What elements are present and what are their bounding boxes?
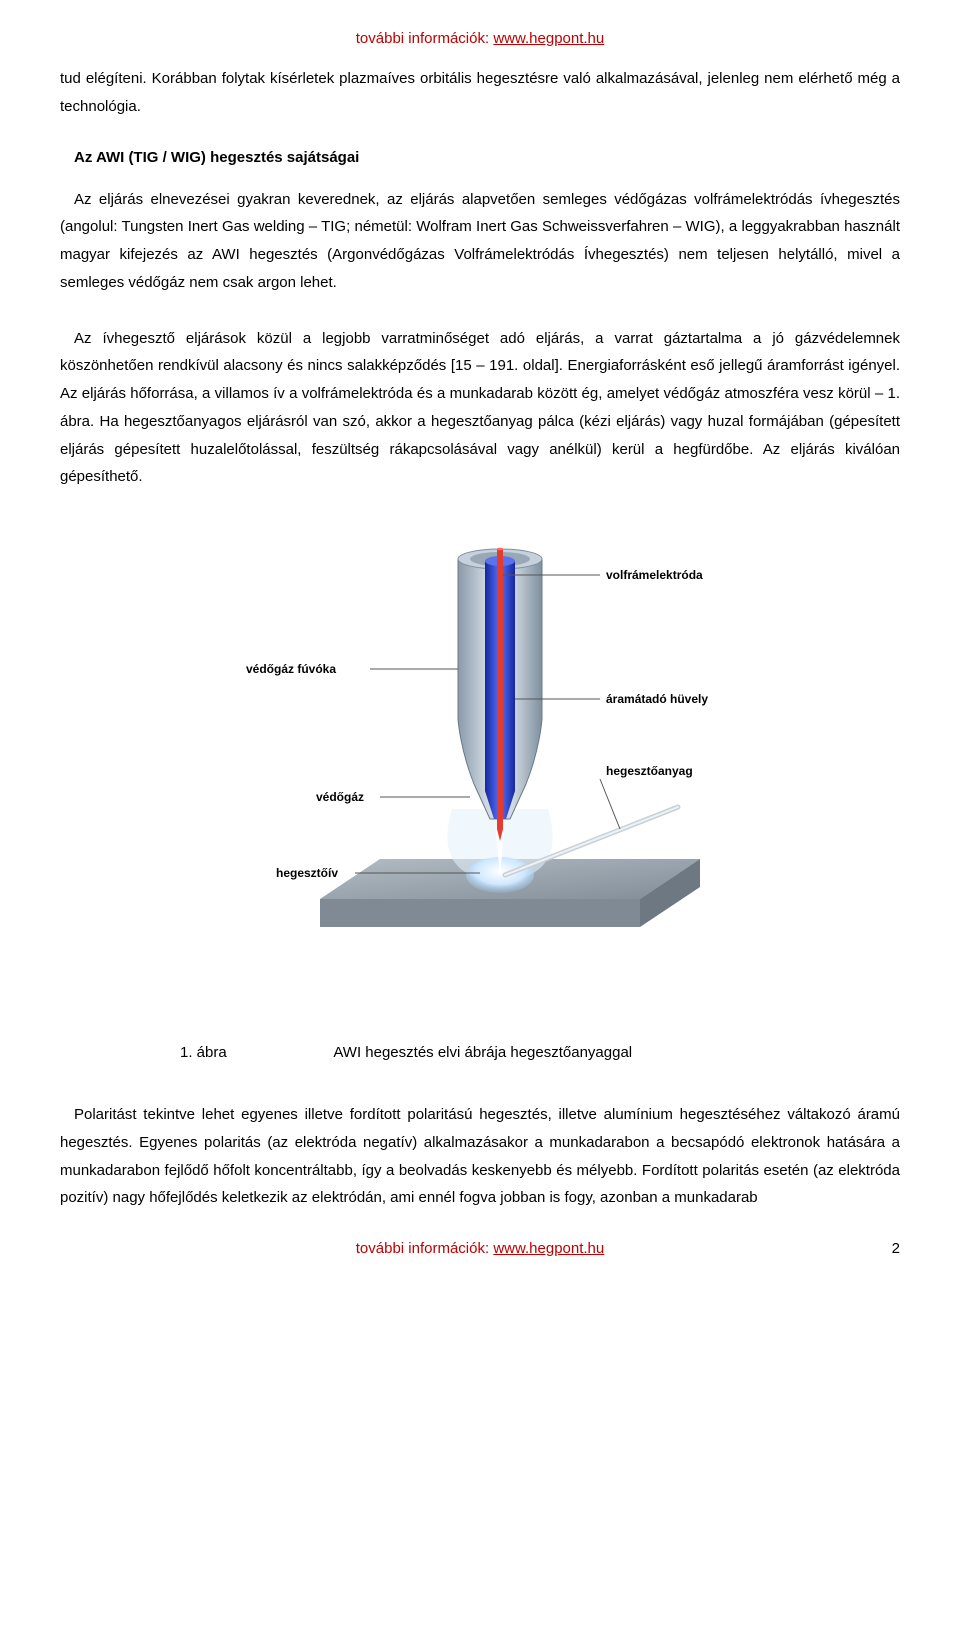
section-heading: Az AWI (TIG / WIG) hegesztés sajátságai <box>74 149 900 166</box>
caption-number: 1. ábra <box>180 1044 330 1061</box>
label-arc: hegesztőív <box>276 866 338 880</box>
paragraph-1: tud elégíteni. Korábban folytak kísérlet… <box>60 65 900 121</box>
caption-text: AWI hegesztés elvi ábrája hegesztőanyagg… <box>333 1044 632 1061</box>
header-link[interactable]: www.hegpont.hu <box>493 30 604 47</box>
label-electrode: volfrámelektróda <box>606 568 703 582</box>
label-filler: hegesztőanyag <box>606 764 693 778</box>
label-sleeve: áramátadó hüvely <box>606 692 708 706</box>
header-prefix: további információk: <box>356 30 494 47</box>
label-gas: védőgáz <box>316 790 364 804</box>
figure-caption: 1. ábra AWI hegesztés elvi ábrája hegesz… <box>180 1044 900 1061</box>
label-nozzle: védőgáz fúvóka <box>246 662 336 676</box>
footer: további információk: www.hegpont.hu 2 <box>60 1240 900 1257</box>
paragraph-3: Az ívhegesztő eljárások közül a legjobb … <box>60 325 900 492</box>
paragraph-2: Az eljárás elnevezései gyakran keveredne… <box>60 186 900 297</box>
document-page: további információk: www.hegpont.hu tud … <box>0 0 960 1277</box>
footer-link[interactable]: www.hegpont.hu <box>493 1240 604 1257</box>
tig-diagram-svg: volfrámelektróda védőgáz fúvóka áramátad… <box>200 519 760 999</box>
paragraph-4: Polaritást tekintve lehet egyenes illetv… <box>60 1101 900 1212</box>
figure-1: volfrámelektróda védőgáz fúvóka áramátad… <box>60 519 900 1004</box>
page-number: 2 <box>892 1240 900 1257</box>
header: további információk: www.hegpont.hu <box>60 30 900 47</box>
tungsten-electrode <box>497 548 503 841</box>
footer-prefix: további információk: <box>356 1240 494 1257</box>
